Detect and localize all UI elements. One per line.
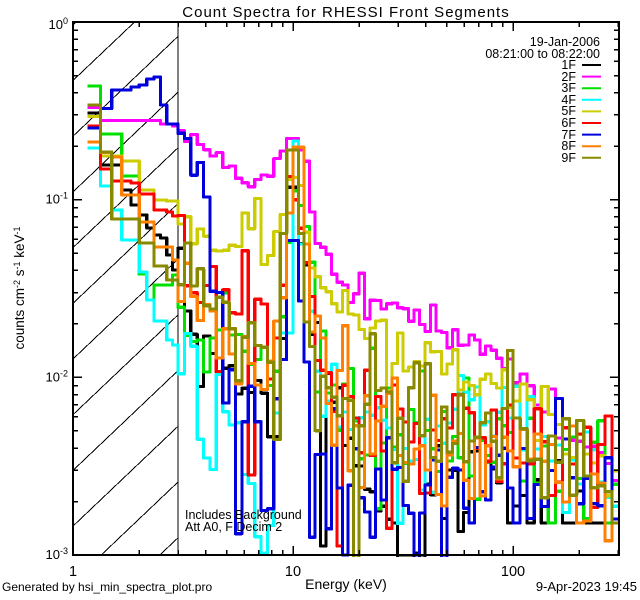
svg-text:counts cm-2 s-1 keV-1: counts cm-2 s-1 keV-1 [12,226,27,349]
svg-text:19-Jan-2006: 19-Jan-2006 [530,35,600,49]
svg-text:Includes Background: Includes Background [185,508,302,522]
svg-text:2F: 2F [561,70,576,84]
svg-text:6F: 6F [561,116,576,130]
svg-text:10: 10 [285,564,301,580]
svg-text:Att A0, F Decim 2: Att A0, F Decim 2 [185,520,282,534]
svg-text:7F: 7F [561,128,576,142]
svg-text:100: 100 [501,564,525,580]
svg-text:1F: 1F [561,58,576,72]
svg-text:Generated by hsi_min_spectra_p: Generated by hsi_min_spectra_plot.pro [2,580,212,594]
svg-text:8F: 8F [561,139,576,153]
svg-text:5F: 5F [561,104,576,118]
svg-text:9-Apr-2023 19:45: 9-Apr-2023 19:45 [536,579,637,594]
svg-text:1: 1 [69,564,77,580]
svg-text:Count Spectra for RHESSI Front: Count Spectra for RHESSI Front Segments [182,4,509,21]
svg-text:3F: 3F [561,81,576,95]
svg-text:Energy (keV): Energy (keV) [305,576,387,592]
svg-text:9F: 9F [561,151,576,165]
svg-text:08:21:00 to 08:22:00: 08:21:00 to 08:22:00 [485,47,600,61]
svg-text:4F: 4F [561,93,576,107]
